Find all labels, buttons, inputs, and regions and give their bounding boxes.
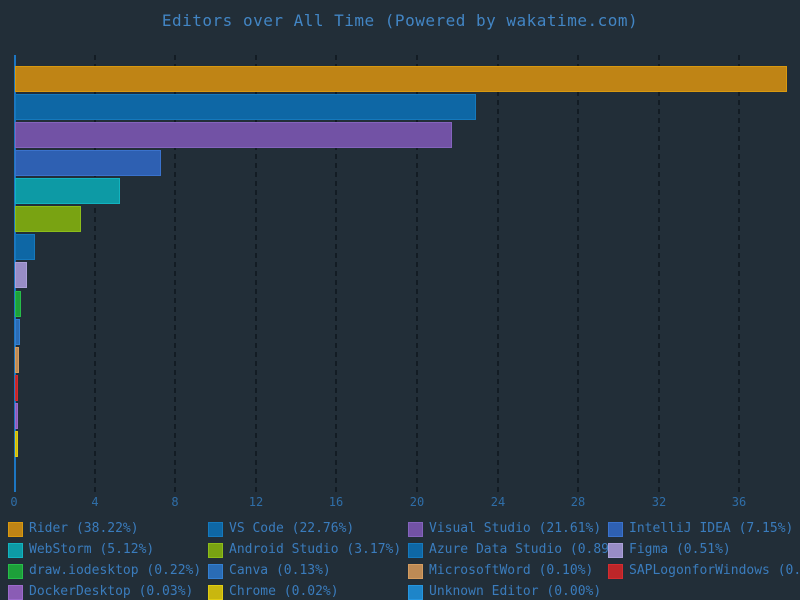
legend-label-webstorm: WebStorm (5.12%) (29, 542, 155, 557)
legend-label-android-studio: Android Studio (3.17%) (229, 542, 402, 557)
legend-item-azure-data-studio: Azure Data Studio (0.89%) (408, 542, 625, 558)
legend-item-android-studio: Android Studio (3.17%) (208, 542, 401, 558)
x-tick-label-4: 4 (91, 495, 99, 509)
legend-swatch-android-studio (208, 542, 223, 558)
bar-draw-iodesktop (15, 291, 21, 317)
legend-swatch-saplogonforwindows (608, 563, 623, 579)
legend-swatch-figma (608, 542, 623, 558)
legend-swatch-azure-data-studio (408, 542, 423, 558)
legend-swatch-webstorm (8, 542, 23, 558)
gridline-x-4 (94, 55, 96, 492)
legend-label-dockerdesktop: DockerDesktop (0.03%) (29, 584, 194, 599)
legend-swatch-dockerdesktop (8, 584, 23, 600)
legend-item-figma: Figma (0.51%) (608, 542, 731, 558)
legend-label-saplogonforwindows: SAPLogonforWindows (0. (629, 563, 800, 578)
bar-azure-data-studio (15, 234, 35, 260)
legend-item-dockerdesktop: DockerDesktop (0.03%) (8, 584, 193, 600)
legend-label-figma: Figma (0.51%) (629, 542, 731, 557)
x-tick-label-8: 8 (171, 495, 179, 509)
legend-swatch-intellij-idea (608, 521, 623, 537)
gridline-x-8 (174, 55, 176, 492)
legend-item-canva: Canva (0.13%) (208, 563, 331, 579)
gridline-x-12 (255, 55, 257, 492)
bar-webstorm (15, 178, 120, 204)
bar-figma (15, 262, 27, 288)
gridline-x-36 (738, 55, 740, 492)
x-tick-label-16: 16 (328, 495, 344, 509)
legend-swatch-rider (8, 521, 23, 537)
chart-title: Editors over All Time (Powered by wakati… (161, 11, 639, 30)
legend-label-vs-code: VS Code (22.76%) (229, 521, 355, 536)
bar-canva (15, 319, 20, 345)
legend-item-draw-iodesktop: draw.iodesktop (0.22%) (8, 563, 201, 579)
legend-item-microsoftword: MicrosoftWord (0.10%) (408, 563, 593, 579)
legend-swatch-microsoftword (408, 563, 423, 579)
x-tick-label-32: 32 (651, 495, 667, 509)
gridline-x-28 (577, 55, 579, 492)
x-tick-label-0: 0 (10, 495, 18, 509)
bar-intellij-idea (15, 150, 161, 176)
legend-swatch-draw-iodesktop (8, 563, 23, 579)
gridline-x-24 (497, 55, 499, 492)
bar-dockerdesktop (15, 403, 18, 429)
x-tick-label-28: 28 (570, 495, 586, 509)
bar-android-studio (15, 206, 81, 232)
legend-item-chrome: Chrome (0.02%) (208, 584, 339, 600)
legend-item-rider: Rider (38.22%) (8, 521, 139, 537)
gridline-x-16 (335, 55, 337, 492)
x-tick-label-12: 12 (248, 495, 264, 509)
legend-label-unknown-editor: Unknown Editor (0.00%) (429, 584, 602, 599)
legend-item-intellij-idea: IntelliJ IDEA (7.15%) (608, 521, 793, 537)
x-tick-label-24: 24 (490, 495, 506, 509)
x-tick-label-20: 20 (409, 495, 425, 509)
legend-label-chrome: Chrome (0.02%) (229, 584, 339, 599)
legend-swatch-canva (208, 563, 223, 579)
gridline-x-32 (658, 55, 660, 492)
bar-chrome (15, 431, 18, 457)
legend-swatch-visual-studio (408, 521, 423, 537)
legend-label-canva: Canva (0.13%) (229, 563, 331, 578)
legend-swatch-vs-code (208, 521, 223, 537)
x-tick-label-36: 36 (731, 495, 747, 509)
legend-label-intellij-idea: IntelliJ IDEA (7.15%) (629, 521, 794, 536)
legend-item-visual-studio: Visual Studio (21.61%) (408, 521, 601, 537)
bar-vs-code (15, 94, 476, 120)
legend-item-saplogonforwindows: SAPLogonforWindows (0. (608, 563, 800, 579)
legend-label-rider: Rider (38.22%) (29, 521, 139, 536)
bar-saplogonforwindows (15, 375, 18, 401)
legend-item-unknown-editor: Unknown Editor (0.00%) (408, 584, 601, 600)
legend-label-microsoftword: MicrosoftWord (0.10%) (429, 563, 594, 578)
gridline-x-20 (416, 55, 418, 492)
legend-item-webstorm: WebStorm (5.12%) (8, 542, 154, 558)
legend-item-vs-code: VS Code (22.76%) (208, 521, 354, 537)
legend-swatch-unknown-editor (408, 584, 423, 600)
legend-swatch-chrome (208, 584, 223, 600)
legend-label-azure-data-studio: Azure Data Studio (0.89%) (429, 542, 625, 557)
legend-label-visual-studio: Visual Studio (21.61%) (429, 521, 602, 536)
bar-visual-studio (15, 122, 452, 148)
legend-label-draw-iodesktop: draw.iodesktop (0.22%) (29, 563, 202, 578)
bar-rider (15, 66, 787, 92)
bar-microsoftword (15, 347, 19, 373)
